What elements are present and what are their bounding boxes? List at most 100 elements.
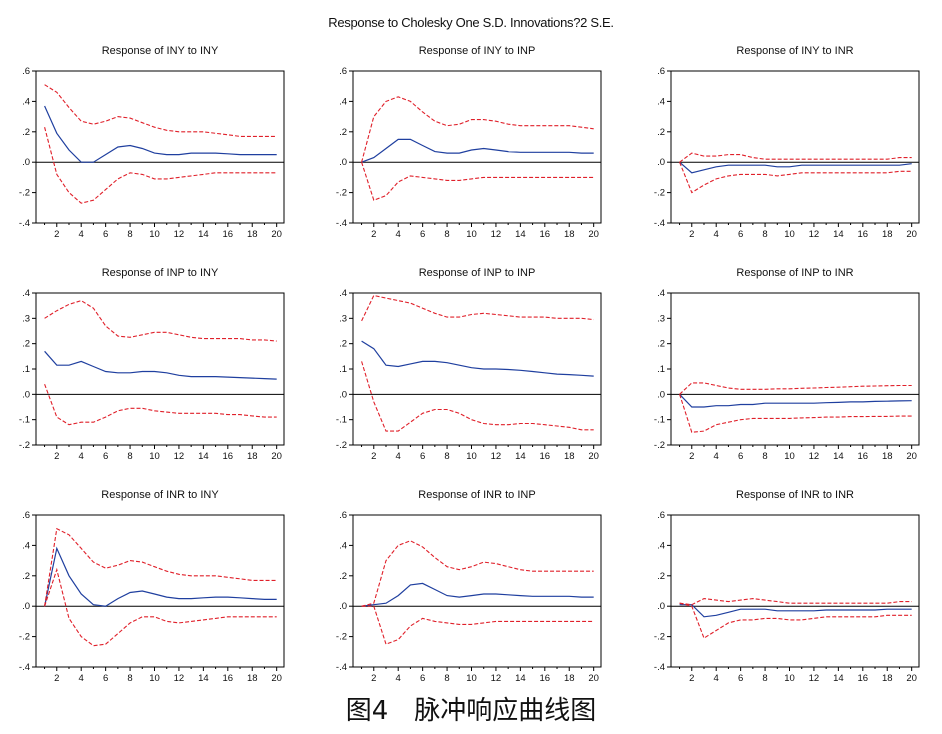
x-tick-label: 16 bbox=[858, 673, 869, 684]
upper-band-line bbox=[679, 382, 912, 395]
chart-panel-1: Response of INY to INY -.4 -.2 .0 .2 .4 .6 2 4 6 8… bbox=[19, 45, 285, 240]
x-tick-label: 10 bbox=[466, 673, 477, 684]
y-tick-label: .2 bbox=[22, 127, 30, 138]
x-tick-label: 2 bbox=[371, 673, 376, 684]
x-tick-label: 10 bbox=[784, 229, 795, 240]
lower-band-line bbox=[361, 162, 594, 201]
y-tick-label: -.4 bbox=[336, 218, 347, 229]
upper-band-line bbox=[44, 527, 277, 607]
y-tick-label: -.1 bbox=[336, 415, 347, 426]
y-tick-label: .3 bbox=[22, 313, 30, 324]
x-tick-label: 12 bbox=[174, 229, 185, 240]
x-tick-label: 20 bbox=[271, 229, 282, 240]
impulse-response-line bbox=[679, 604, 912, 618]
chart-panel-3: Response of INY to INR -.4 -.2 .0 .2 .4 .6 2 4 6 8… bbox=[654, 45, 920, 240]
x-tick-label: 14 bbox=[515, 229, 526, 240]
x-tick-label: 18 bbox=[564, 229, 575, 240]
x-tick-label: 18 bbox=[882, 673, 893, 684]
x-tick-label: 6 bbox=[103, 451, 108, 462]
x-tick-label: 4 bbox=[396, 451, 401, 462]
y-tick-label: .4 bbox=[339, 540, 347, 551]
y-tick-label: .6 bbox=[657, 510, 665, 521]
y-tick-label: .0 bbox=[22, 601, 30, 612]
plot-frame bbox=[352, 70, 602, 224]
x-tick-label: 20 bbox=[271, 673, 282, 684]
y-tick-label: -.2 bbox=[336, 188, 347, 199]
x-tick-label: 14 bbox=[515, 673, 526, 684]
y-tick-label: -.4 bbox=[336, 662, 347, 673]
lower-band-line bbox=[44, 567, 277, 647]
upper-band-line bbox=[361, 294, 594, 322]
plot-frame bbox=[352, 292, 602, 446]
x-tick-label: 2 bbox=[689, 229, 694, 240]
y-tick-label: .4 bbox=[339, 288, 347, 299]
y-tick-label: .0 bbox=[657, 389, 665, 400]
x-tick-label: 14 bbox=[833, 229, 844, 240]
plot-frame bbox=[670, 514, 920, 668]
y-tick-label: .4 bbox=[657, 288, 665, 299]
y-tick-label: .1 bbox=[339, 364, 347, 375]
panel-title: Response of INP to INY bbox=[102, 267, 219, 279]
upper-band-line bbox=[361, 96, 594, 163]
y-tick-label: -.4 bbox=[19, 662, 30, 673]
impulse-response-line bbox=[44, 350, 277, 380]
x-tick-label: 20 bbox=[906, 229, 917, 240]
y-tick-label: .4 bbox=[22, 540, 30, 551]
x-tick-label: 2 bbox=[689, 451, 694, 462]
x-tick-label: 18 bbox=[882, 229, 893, 240]
y-tick-label: -.2 bbox=[336, 632, 347, 643]
figure-title: Response to Cholesky One S.D. Innovation… bbox=[328, 15, 614, 30]
x-tick-label: 18 bbox=[247, 673, 258, 684]
impulse-response-line bbox=[361, 582, 594, 607]
x-tick-label: 8 bbox=[127, 229, 132, 240]
y-tick-label: .2 bbox=[657, 571, 665, 582]
lower-band-line bbox=[44, 127, 277, 204]
x-tick-label: 20 bbox=[588, 229, 599, 240]
x-tick-label: 4 bbox=[79, 451, 84, 462]
y-tick-label: -.2 bbox=[19, 188, 30, 199]
y-tick-label: .0 bbox=[657, 157, 665, 168]
x-tick-label: 16 bbox=[540, 451, 551, 462]
x-tick-label: 20 bbox=[906, 451, 917, 462]
plot-frame bbox=[35, 514, 285, 668]
impulse-response-line bbox=[679, 161, 912, 174]
impulse-response-line bbox=[361, 138, 594, 163]
x-tick-label: 18 bbox=[247, 451, 258, 462]
upper-band-line bbox=[44, 84, 277, 137]
x-tick-label: 14 bbox=[833, 673, 844, 684]
x-tick-label: 2 bbox=[689, 673, 694, 684]
chart-panel-5: Response of INP to INP -.2 -.1 .0 .1 .2 .3 .4 2 4… bbox=[336, 267, 602, 462]
y-tick-label: .2 bbox=[339, 127, 347, 138]
panel-title: Response of INR to INY bbox=[101, 489, 219, 501]
upper-band-line bbox=[44, 299, 277, 342]
x-tick-label: 8 bbox=[762, 451, 767, 462]
x-tick-label: 8 bbox=[444, 229, 449, 240]
y-tick-label: -.4 bbox=[19, 218, 30, 229]
panel-title: Response of INR to INP bbox=[418, 489, 535, 501]
x-tick-label: 4 bbox=[714, 229, 719, 240]
lower-band-line bbox=[44, 384, 277, 426]
lower-band-line bbox=[679, 602, 912, 639]
x-tick-label: 10 bbox=[149, 451, 160, 462]
y-tick-label: .6 bbox=[339, 66, 347, 77]
panel-title: Response of INR to INR bbox=[736, 489, 854, 501]
x-tick-label: 8 bbox=[127, 673, 132, 684]
x-tick-label: 2 bbox=[371, 229, 376, 240]
x-tick-label: 16 bbox=[223, 229, 234, 240]
x-tick-label: 8 bbox=[762, 229, 767, 240]
x-tick-label: 18 bbox=[564, 673, 575, 684]
y-tick-label: .6 bbox=[339, 510, 347, 521]
chart-panel-6: Response of INP to INR -.2 -.1 .0 .1 .2 .3 .4 2 4… bbox=[654, 267, 920, 462]
y-tick-label: -.4 bbox=[654, 218, 665, 229]
x-tick-label: 6 bbox=[738, 451, 743, 462]
x-tick-label: 6 bbox=[103, 673, 108, 684]
y-tick-label: .3 bbox=[657, 313, 665, 324]
impulse-response-line bbox=[361, 340, 594, 377]
x-tick-label: 14 bbox=[198, 451, 209, 462]
impulse-response-line bbox=[44, 105, 277, 163]
x-tick-label: 6 bbox=[103, 229, 108, 240]
chart-panel-8: Response of INR to INP -.4 -.2 .0 .2 .4 .6 2 4 6 8… bbox=[336, 489, 602, 684]
y-tick-label: .0 bbox=[339, 601, 347, 612]
y-tick-label: .2 bbox=[339, 571, 347, 582]
